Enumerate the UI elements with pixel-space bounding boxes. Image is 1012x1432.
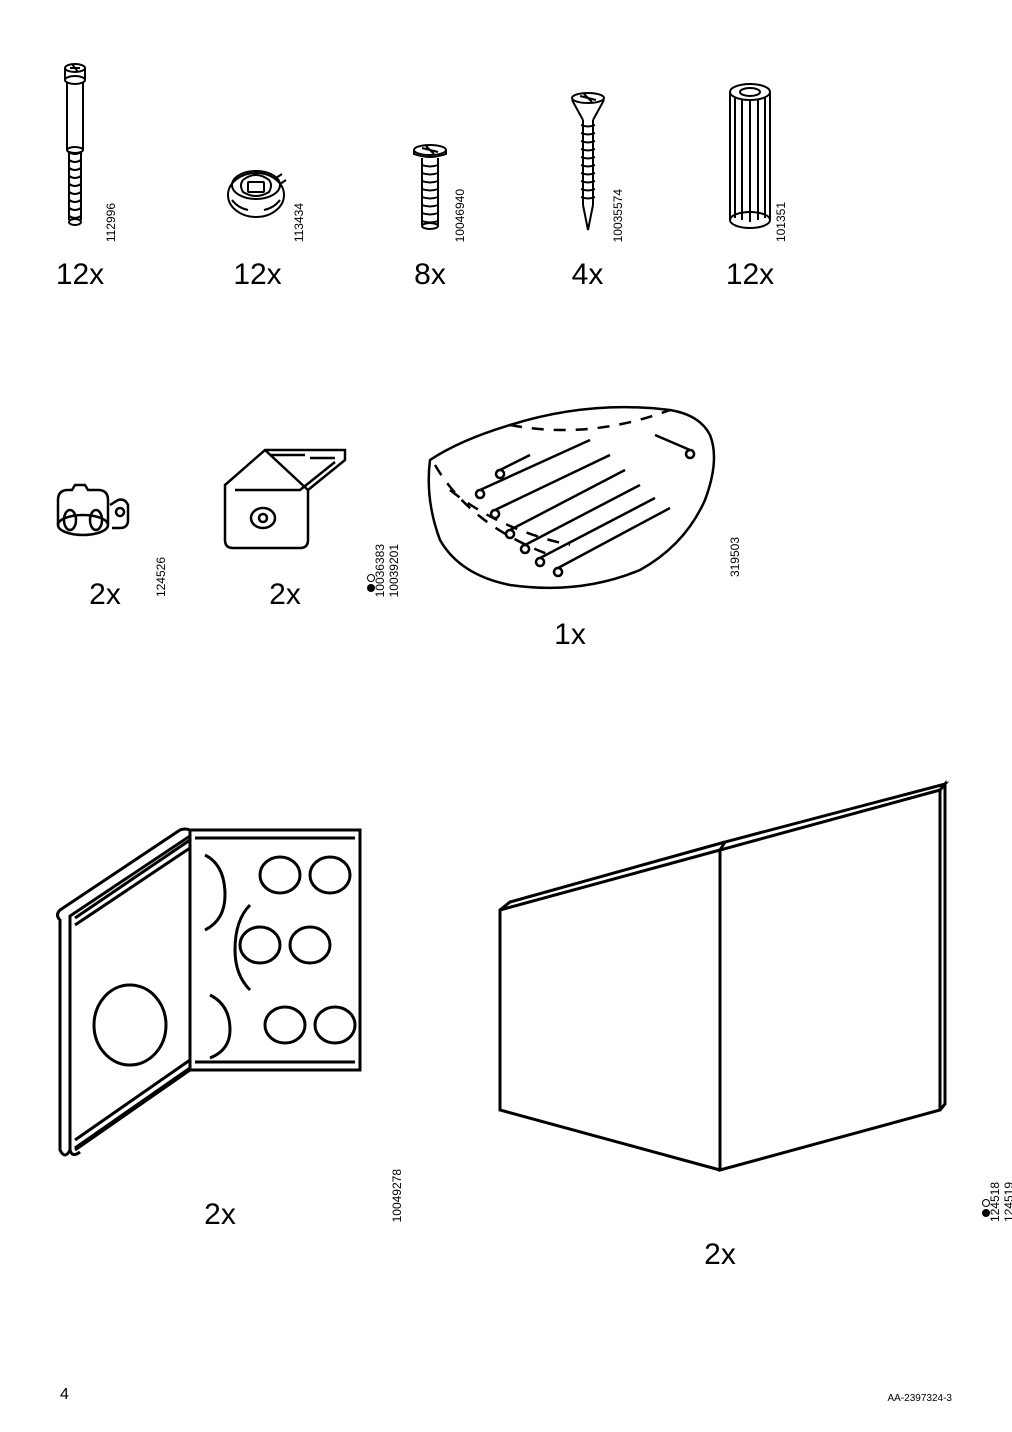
partnum-label: 113434 — [292, 203, 306, 242]
qty-label: 2x — [269, 578, 301, 612]
partnum-label: 112996 — [104, 203, 118, 242]
cam-bolt-illustration — [50, 60, 110, 240]
nail-bag-illustration — [410, 390, 730, 600]
page-number: 4 — [60, 1386, 69, 1404]
partnum-label: 10036383 — [373, 544, 387, 597]
hardware-row-1: 112996 12x 113434 12x — [50, 60, 780, 292]
partnum-label: 124519 — [1002, 1182, 1012, 1222]
qty-label: 4x — [572, 258, 604, 292]
part-cam-lock: 113434 12x — [218, 60, 298, 292]
partnum-label: 10039201 — [387, 544, 401, 597]
qty-label: 12x — [56, 258, 104, 292]
part-hinge-cup: 124526 2x — [50, 390, 160, 652]
catch-bracket-illustration — [215, 390, 355, 560]
qty-label: 8x — [414, 258, 446, 292]
assembly-instructions-page: 112996 12x 113434 12x — [0, 0, 1012, 1432]
partnum-label: 10035574 — [611, 189, 625, 242]
part-panel-folded: 124518 124519 2x — [470, 780, 970, 1272]
hinge-plate-illustration — [50, 780, 390, 1180]
document-number: AA-2397324-3 — [888, 1393, 953, 1404]
part-cam-bolt: 112996 12x — [50, 60, 110, 292]
qty-label: 12x — [726, 258, 774, 292]
partnum-label: 10046940 — [453, 189, 467, 242]
hardware-row-2: 124526 2x — [50, 390, 730, 652]
screw-wood-illustration — [563, 60, 613, 240]
hinge-cup-illustration — [50, 390, 160, 560]
cam-lock-illustration — [218, 60, 298, 240]
qty-label: 12x — [233, 258, 281, 292]
partnum-label: 10049278 — [390, 1169, 404, 1222]
qty-label: 1x — [554, 618, 586, 652]
part-nail-bag: 319503 1x — [410, 390, 730, 652]
partnum-label: 319503 — [728, 537, 742, 577]
partnum-label: 124518 — [988, 1182, 1002, 1222]
qty-label: 2x — [204, 1198, 236, 1232]
part-dowel: 101351 12x — [720, 60, 780, 292]
part-catch-bracket: 10036383 10039201 2x — [215, 390, 355, 652]
hardware-row-3: 10049278 2x — [50, 780, 970, 1272]
part-screw-wood: 10035574 4x — [563, 60, 613, 292]
qty-label: 2x — [704, 1238, 736, 1272]
screw-small-illustration — [405, 60, 455, 240]
dowel-illustration — [720, 60, 780, 240]
part-screw-small: 10046940 8x — [405, 60, 455, 292]
qty-label: 2x — [89, 578, 121, 612]
partnum-label: 124526 — [154, 557, 168, 597]
partnum-label: 101351 — [774, 202, 788, 242]
panel-folded-illustration — [470, 780, 970, 1220]
part-hinge-plate: 10049278 2x — [50, 780, 390, 1272]
